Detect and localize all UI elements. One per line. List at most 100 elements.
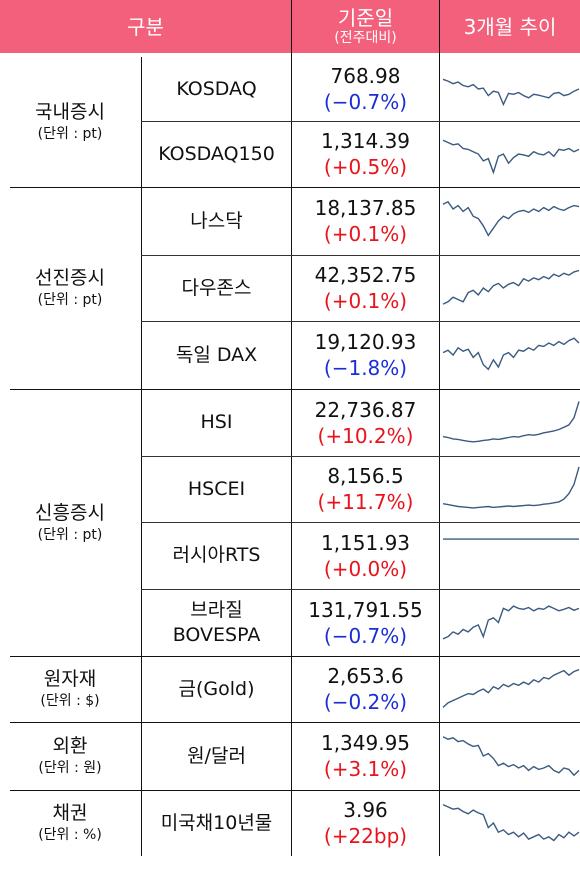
category-cell: 채권 (단위 : %) — [0, 790, 140, 856]
item-name: 금(Gold) — [178, 677, 255, 700]
change-percent: (+0.5%) — [323, 155, 408, 179]
sparkline-svg — [442, 139, 580, 175]
change-percent: (−0.2%) — [323, 690, 408, 714]
trend-sparkline — [442, 397, 580, 448]
group-divider — [10, 656, 580, 657]
sparkline-line — [442, 337, 580, 371]
value-cell: 19,120.93 (−1.8%) — [292, 321, 439, 389]
sparkline-line — [442, 401, 580, 443]
category-unit: (단위 : 원) — [38, 760, 102, 776]
value-cell: 22,736.87 (+10.2%) — [292, 389, 439, 456]
header-value-label: 기준일 — [337, 5, 394, 30]
category-cell: 외환 (단위 : 원) — [0, 722, 140, 790]
sparkline-line — [442, 466, 580, 509]
header-value-sublabel: (전주대비) — [334, 29, 397, 46]
change-percent: (+0.1%) — [323, 289, 408, 313]
sparkline-svg — [442, 736, 580, 777]
item-name: 다우존스 — [181, 276, 252, 299]
category-unit: (단위 : %) — [38, 827, 102, 843]
category-name: 선진증시 — [35, 267, 105, 289]
item-name: HSI — [200, 411, 233, 433]
change-percent: (+22bp) — [323, 824, 408, 848]
trend-sparkline — [442, 129, 580, 179]
group-divider — [10, 790, 580, 791]
group-divider — [10, 722, 580, 723]
sparkline-line — [442, 669, 580, 708]
row-divider — [141, 321, 580, 322]
change-percent: (+11.7%) — [317, 490, 414, 514]
change-percent: (+10.2%) — [317, 423, 414, 448]
sparkline-line — [442, 200, 580, 237]
category-unit: (단위 : pt) — [37, 526, 103, 543]
trend-sparkline — [442, 597, 580, 648]
column-divider — [291, 0, 292, 856]
value-number: 1,151.93 — [320, 530, 411, 555]
sparkline-line — [442, 803, 580, 842]
value-number: 19,120.93 — [314, 330, 417, 354]
header-category: 구분 — [0, 0, 291, 53]
item-name: HSCEI — [187, 477, 246, 500]
sparkline-line — [442, 269, 580, 305]
category-unit: (단위 : pt) — [37, 292, 103, 308]
item-name: 원/달러 — [187, 744, 246, 767]
header-category-label: 구분 — [127, 14, 164, 39]
trend-sparkline — [442, 65, 580, 113]
sparkline-svg — [443, 538, 579, 540]
value-number: 2,653.6 — [327, 664, 404, 688]
sparkline-svg — [442, 78, 580, 107]
value-number: 22,736.87 — [314, 397, 417, 422]
header-trend: 3개월 추이 — [440, 0, 580, 53]
column-divider — [439, 0, 440, 856]
row-divider — [141, 456, 580, 457]
sparkline-svg — [442, 269, 580, 305]
sparkline-line — [442, 78, 580, 107]
sparkline-line — [442, 605, 580, 640]
value-number: 3.96 — [343, 798, 388, 822]
trend-sparkline — [442, 263, 580, 313]
trend-sparkline — [442, 664, 580, 714]
trend-sparkline — [442, 730, 580, 782]
category-cell: 국내증시 (단위 : pt) — [0, 57, 140, 187]
trend-sparkline — [442, 329, 580, 381]
value-number: 1,349.95 — [320, 731, 411, 755]
value-cell: 8,156.5 (+11.7%) — [292, 456, 439, 522]
sparkline-svg — [442, 803, 580, 842]
sparkline-line — [442, 736, 580, 777]
category-unit: (단위 : pt) — [37, 126, 103, 142]
value-cell: 3.96 (+22bp) — [292, 790, 439, 856]
change-percent: (−0.7%) — [323, 623, 408, 648]
value-number: 18,137.85 — [314, 196, 417, 220]
trend-sparkline — [442, 530, 580, 581]
change-percent: (−0.7%) — [323, 90, 408, 114]
change-percent: (+0.0%) — [323, 556, 408, 581]
sparkline-svg — [442, 669, 580, 708]
value-cell: 18,137.85 (+0.1%) — [292, 187, 439, 255]
item-name: KOSDAQ150 — [158, 142, 275, 165]
item-name: 미국채10년물 — [160, 811, 273, 834]
sparkline-svg — [442, 401, 580, 443]
item-name: 브라질 BOVESPA — [172, 598, 261, 646]
row-divider — [141, 255, 580, 256]
sparkline-svg — [442, 605, 580, 640]
category-name: 외환 — [52, 735, 88, 757]
category-name: 채권 — [52, 802, 88, 824]
group-divider — [10, 389, 580, 390]
trend-sparkline — [442, 798, 580, 848]
row-divider — [141, 589, 580, 590]
value-cell: 1,314.39 (+0.5%) — [292, 121, 439, 187]
change-percent: (+3.1%) — [323, 757, 408, 781]
row-divider — [141, 121, 580, 122]
category-name: 신흥증시 — [35, 501, 105, 524]
category-cell: 신흥증시 (단위 : pt) — [0, 389, 140, 656]
category-cell: 원자재 (단위 : $) — [0, 656, 140, 722]
value-number: 42,352.75 — [314, 263, 417, 287]
sparkline-line — [442, 139, 580, 175]
category-name: 원자재 — [43, 668, 97, 690]
category-cell: 선진증시 (단위 : pt) — [0, 187, 140, 389]
category-unit: (단위 : $) — [40, 693, 100, 709]
group-divider — [10, 187, 580, 188]
change-percent: (−1.8%) — [323, 356, 408, 380]
category-name: 국내증시 — [35, 101, 105, 123]
item-name: 러시아RTS — [172, 544, 261, 566]
sparkline-svg — [442, 337, 580, 371]
